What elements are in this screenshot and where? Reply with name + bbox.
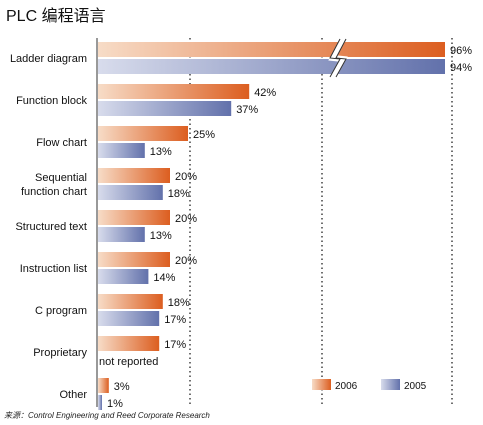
- bar-2005-function-block: [98, 101, 232, 116]
- bar-2006-function-block: [98, 84, 250, 99]
- bar-2005-sequential-function-chart: [98, 185, 163, 200]
- category-label-sequential-function-chart-line-1: Sequential: [35, 172, 87, 184]
- value-label-2005-instruction-list: 14%: [153, 272, 175, 284]
- bar-2006-other: [98, 378, 109, 393]
- value-label-2005-ladder-diagram: 94%: [450, 62, 472, 74]
- category-label-function-block: Function block: [16, 95, 87, 107]
- legend-label-2006: 2006: [335, 381, 358, 392]
- legend-swatch-2006: [312, 379, 331, 390]
- axis-break-mark-right: [335, 38, 347, 78]
- bar-2005-c-program: [98, 311, 160, 326]
- category-label-sequential-function-chart-line-2: function chart: [21, 186, 87, 198]
- value-label-2006-sequential-function-chart: 20%: [175, 171, 197, 183]
- bar-2006-sequential-function-chart: [98, 168, 170, 183]
- value-label-2006-flow-chart: 25%: [193, 129, 215, 141]
- bar-2005-flow-chart: [98, 143, 145, 158]
- page-title: PLC 编程语言: [6, 8, 106, 25]
- category-label-structured-text: Structured text: [15, 221, 87, 233]
- bar-2005-ladder-diagram: [98, 59, 445, 74]
- axis-break-mark-left: [329, 38, 341, 78]
- value-label-2005-c-program: 17%: [164, 314, 186, 326]
- bar-2006-ladder-diagram: [98, 42, 445, 57]
- bar-2005-other: [98, 395, 102, 410]
- value-label-2005-other: 1%: [107, 398, 123, 410]
- bar-2006-flow-chart: [98, 126, 188, 141]
- bar-2005-instruction-list: [98, 269, 149, 284]
- bar-2005-structured-text: [98, 227, 145, 242]
- value-label-2006-function-block: 42%: [254, 87, 276, 99]
- value-label-2006-other: 3%: [114, 381, 130, 393]
- value-label-2005-flow-chart: 13%: [150, 146, 172, 158]
- value-label-2005-structured-text: 13%: [150, 230, 172, 242]
- bar-2006-c-program: [98, 294, 163, 309]
- category-label-c-program: C program: [35, 305, 87, 317]
- value-label-2006-proprietary: 17%: [164, 339, 186, 351]
- value-label-2005-function-block: 37%: [236, 104, 258, 116]
- category-label-proprietary: Proprietary: [33, 347, 87, 359]
- category-label-other: Other: [59, 389, 87, 401]
- bar-2006-structured-text: [98, 210, 170, 225]
- legend-swatch-2005: [381, 379, 400, 390]
- category-label-ladder-diagram: Ladder diagram: [10, 53, 87, 65]
- bar-2006-instruction-list: [98, 252, 170, 267]
- legend-label-2005: 2005: [404, 381, 427, 392]
- source-note: 来源：Control Engineering and Reed Corporat…: [4, 411, 210, 420]
- value-label-2005-sequential-function-chart: 18%: [168, 188, 190, 200]
- category-label-flow-chart: Flow chart: [36, 137, 87, 149]
- value-label-2005-proprietary: not reported: [99, 356, 158, 368]
- value-label-2006-structured-text: 20%: [175, 213, 197, 225]
- value-label-2006-instruction-list: 20%: [175, 255, 197, 267]
- value-label-2006-c-program: 18%: [168, 297, 190, 309]
- category-label-instruction-list: Instruction list: [20, 263, 87, 275]
- bar-2006-proprietary: [98, 336, 160, 351]
- value-label-2006-ladder-diagram: 96%: [450, 45, 472, 57]
